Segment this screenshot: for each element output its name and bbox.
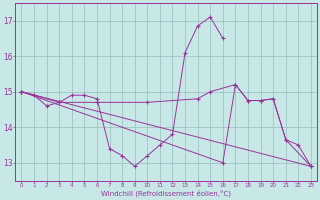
X-axis label: Windchill (Refroidissement éolien,°C): Windchill (Refroidissement éolien,°C) xyxy=(101,190,231,197)
